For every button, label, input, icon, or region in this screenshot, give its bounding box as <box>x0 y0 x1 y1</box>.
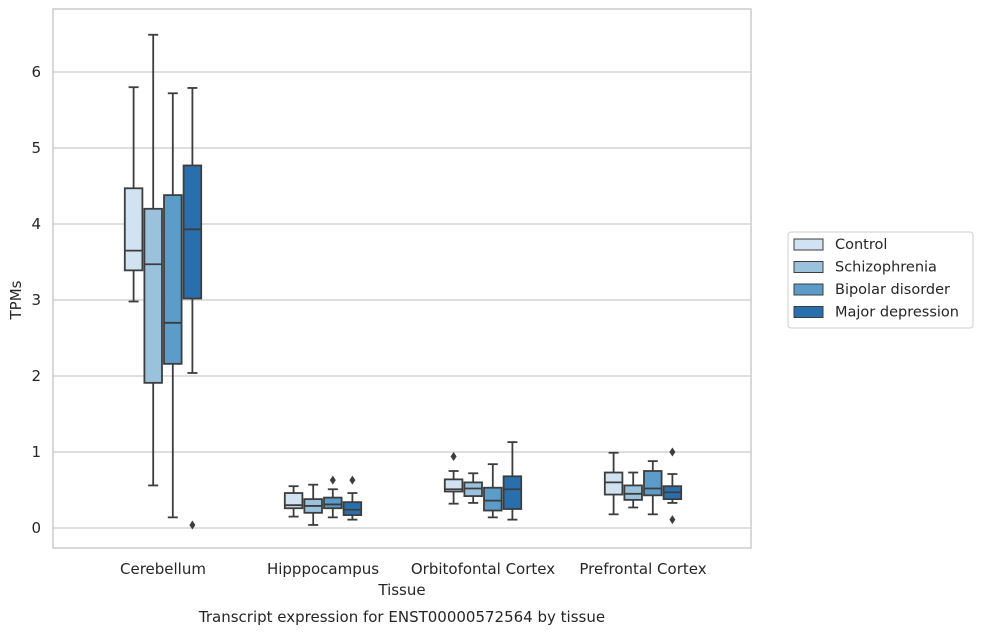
box-control-cerebellum <box>123 86 144 303</box>
legend: Control Schizophrenia Bipolar disorder Majo… <box>787 231 974 329</box>
box-major-depression-orbitofontal-cortex <box>502 441 523 521</box>
y-tick-label: 3 <box>31 291 41 309</box>
box-iqr <box>342 501 363 516</box>
legend-label: Bipolar disorder <box>835 282 950 298</box>
legend-swatch <box>793 238 824 251</box>
box-iqr <box>323 496 343 510</box>
box-control-orbitofontal-cortex <box>443 452 464 505</box>
y-tick-label: 5 <box>31 139 41 157</box>
box-bipolar-disorder-orbitofontal-cortex <box>483 463 503 519</box>
legend-item: Schizophrenia <box>793 260 937 276</box>
legend-swatch <box>793 306 824 318</box>
legend-label: Control <box>835 237 887 253</box>
box-iqr <box>483 486 503 512</box>
legend-item: Bipolar disorder <box>793 282 950 298</box>
box-bipolar-disorder-hipppocampus <box>323 475 343 519</box>
outlier-point <box>189 520 196 530</box>
box-iqr <box>182 164 203 300</box>
y-tick-label: 4 <box>31 215 41 233</box>
legend-swatch <box>793 283 824 296</box>
y-tick-label: 6 <box>31 63 41 81</box>
box-major-depression-hipppocampus <box>342 475 363 521</box>
outlier-point <box>349 475 356 485</box>
box-schizophrenia-orbitofontal-cortex <box>463 472 483 504</box>
y-tick-label: 2 <box>31 367 41 385</box>
chart-title: Transcript expression for ENST0000057256… <box>198 608 605 626</box>
legend-label: Schizophrenia <box>835 260 937 276</box>
box-iqr <box>603 471 624 496</box>
legend-frame <box>787 231 974 329</box>
box-major-depression-prefrontal-cortex <box>662 447 683 525</box>
box-iqr <box>643 470 663 497</box>
box-bipolar-disorder-cerebellum <box>163 92 183 519</box>
x-tick-label: Orbitofontal Cortex <box>411 560 555 578</box>
box-iqr <box>163 194 183 365</box>
y-tick-label: 1 <box>31 443 41 461</box>
outlier-point <box>329 475 336 485</box>
box-major-depression-cerebellum <box>182 87 203 530</box>
outlier-point <box>669 515 676 525</box>
x-tick-label: Prefrontal Cortex <box>579 560 706 578</box>
box-schizophrenia-cerebellum <box>143 33 163 487</box>
box-iqr <box>123 187 144 272</box>
box-bipolar-disorder-prefrontal-cortex <box>643 460 663 516</box>
x-tick-label: Cerebellum <box>120 560 206 578</box>
box-iqr <box>143 207 163 384</box>
box-control-hipppocampus <box>283 485 304 518</box>
x-axis-label: Tissue <box>377 581 425 599</box>
box-iqr <box>502 475 523 510</box>
x-tick-label: Hipppocampus <box>267 560 379 578</box>
outlier-point <box>669 447 676 457</box>
legend-label: Major depression <box>835 305 959 321</box>
legend-item: Control <box>793 237 887 253</box>
legend-swatch <box>793 261 824 273</box>
y-tick-labels: 0 1 2 3 4 5 6 <box>31 63 41 537</box>
x-tick-labels: Cerebellum Hipppocampus Orbitofontal Corte… <box>120 560 707 578</box>
y-tick-label: 0 <box>31 519 41 537</box>
y-axis-label: TPMs <box>7 280 25 320</box>
box-schizophrenia-prefrontal-cortex <box>623 471 643 509</box>
box-schizophrenia-hipppocampus <box>303 483 323 526</box>
outlier-point <box>450 452 457 462</box>
boxes-layer <box>123 33 683 530</box>
plot-frame <box>52 8 752 549</box>
box-iqr <box>623 484 643 501</box>
legend-item: Major depression <box>793 305 959 321</box>
box-control-prefrontal-cortex <box>603 451 624 516</box>
